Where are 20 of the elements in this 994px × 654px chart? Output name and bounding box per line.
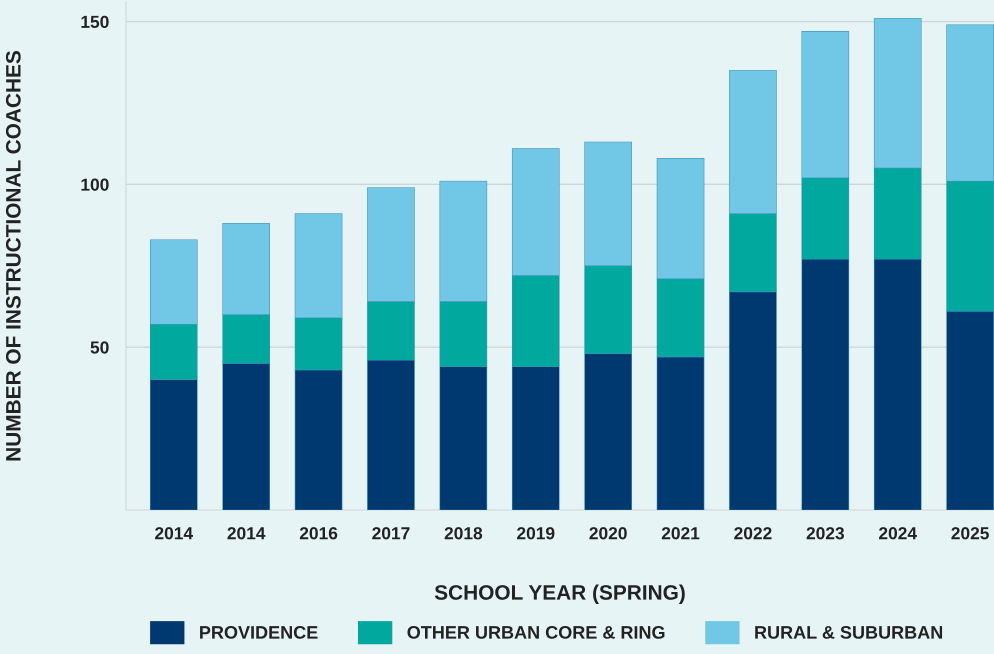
- x-axis-title: SCHOOL YEAR (SPRING): [434, 584, 685, 604]
- legend-label: OTHER URBAN CORE & RING: [407, 626, 664, 639]
- x-tick-label: 2021: [662, 527, 700, 540]
- x-tick-label: 2018: [444, 527, 482, 540]
- x-tick-label: 2025: [951, 527, 989, 540]
- x-tick-label: 2023: [806, 527, 844, 540]
- x-tick-label: 2022: [734, 527, 772, 540]
- x-tick-label: 2020: [589, 527, 627, 540]
- x-tick-label: 2014: [227, 527, 266, 540]
- x-tick-label: 2017: [372, 527, 410, 540]
- x-tick-label: 2019: [517, 527, 554, 540]
- x-tick-label: 2024: [879, 527, 917, 540]
- y-tick-label: 150: [81, 16, 109, 28]
- y-tick-label: 100: [81, 178, 109, 191]
- legend-label: RURAL & SUBURBAN: [755, 626, 942, 639]
- x-tick-label: 2014: [155, 527, 193, 540]
- legend-label: PROVIDENCE: [200, 626, 318, 639]
- x-tick-label: 2016: [300, 527, 338, 540]
- y-tick-label: 50: [90, 341, 109, 354]
- y-axis-title: NUMBER OF INSTRUCTIONAL COACHES: [6, 50, 21, 460]
